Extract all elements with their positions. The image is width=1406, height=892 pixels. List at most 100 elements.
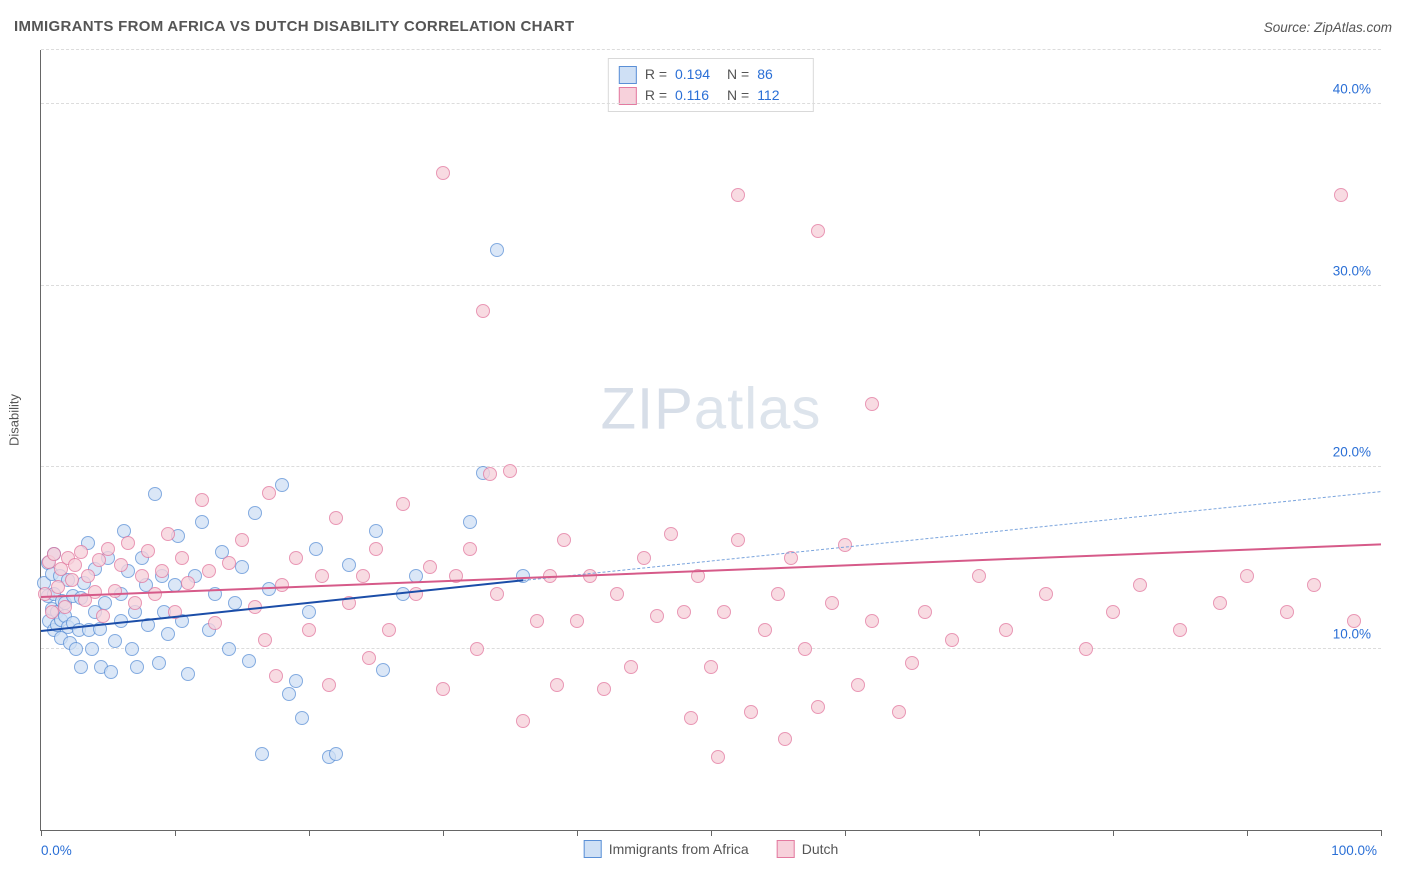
scatter-plot: ZIPatlas R =0.194N =86R =0.116N =112 Imm…: [40, 50, 1381, 831]
data-point: [195, 515, 209, 529]
data-point: [624, 660, 638, 674]
data-point: [302, 623, 316, 637]
data-point: [476, 304, 490, 318]
data-point: [1213, 596, 1227, 610]
data-point: [811, 224, 825, 238]
data-point: [1106, 605, 1120, 619]
y-tick-label: 30.0%: [1333, 263, 1371, 278]
data-point: [865, 397, 879, 411]
data-point: [865, 614, 879, 628]
data-point: [181, 576, 195, 590]
data-point: [255, 747, 269, 761]
data-point: [329, 747, 343, 761]
legend-swatch: [619, 87, 637, 105]
data-point: [74, 660, 88, 674]
legend-swatch: [619, 66, 637, 84]
data-point: [597, 682, 611, 696]
data-point: [175, 551, 189, 565]
chart-title: IMMIGRANTS FROM AFRICA VS DUTCH DISABILI…: [14, 18, 574, 35]
data-point: [470, 642, 484, 656]
legend-label: Dutch: [802, 841, 839, 857]
data-point: [490, 587, 504, 601]
data-point: [771, 587, 785, 601]
data-point: [130, 660, 144, 674]
data-point: [295, 711, 309, 725]
gridline: [41, 49, 1381, 50]
y-tick-label: 40.0%: [1333, 82, 1371, 97]
data-point: [811, 700, 825, 714]
data-point: [104, 665, 118, 679]
gridline: [41, 648, 1381, 649]
data-point: [436, 682, 450, 696]
data-point: [945, 633, 959, 647]
watermark-prefix: ZIP: [601, 376, 694, 441]
x-tick: [1113, 830, 1114, 836]
data-point: [825, 596, 839, 610]
data-point: [664, 527, 678, 541]
data-point: [148, 587, 162, 601]
data-point: [637, 551, 651, 565]
stat-r-value: 0.194: [675, 64, 719, 85]
data-point: [222, 642, 236, 656]
data-point: [362, 651, 376, 665]
data-point: [248, 506, 262, 520]
data-point: [490, 243, 504, 257]
data-point: [47, 547, 61, 561]
data-point: [81, 569, 95, 583]
data-point: [322, 678, 336, 692]
data-point: [972, 569, 986, 583]
data-point: [269, 669, 283, 683]
data-point: [58, 600, 72, 614]
data-point: [289, 674, 303, 688]
data-point: [892, 705, 906, 719]
data-point: [96, 609, 110, 623]
x-tick: [711, 830, 712, 836]
data-point: [161, 527, 175, 541]
data-point: [1039, 587, 1053, 601]
data-point: [222, 556, 236, 570]
data-point: [258, 633, 272, 647]
data-point: [85, 642, 99, 656]
data-point: [101, 542, 115, 556]
data-point: [550, 678, 564, 692]
data-point: [436, 166, 450, 180]
data-point: [1280, 605, 1294, 619]
data-point: [798, 642, 812, 656]
gridline: [41, 466, 1381, 467]
data-point: [650, 609, 664, 623]
data-point: [1347, 614, 1361, 628]
x-tick: [41, 830, 42, 836]
data-point: [152, 656, 166, 670]
y-tick-label: 20.0%: [1333, 445, 1371, 460]
data-point: [1240, 569, 1254, 583]
legend-item: Immigrants from Africa: [584, 840, 749, 858]
data-point: [148, 487, 162, 501]
data-point: [161, 627, 175, 641]
data-point: [155, 564, 169, 578]
legend-label: Immigrants from Africa: [609, 841, 749, 857]
data-point: [68, 558, 82, 572]
data-point: [309, 542, 323, 556]
data-point: [108, 634, 122, 648]
data-point: [275, 478, 289, 492]
data-point: [711, 750, 725, 764]
x-tick: [175, 830, 176, 836]
data-point: [208, 616, 222, 630]
data-point: [125, 642, 139, 656]
x-tick-label: 100.0%: [1331, 843, 1377, 858]
data-point: [570, 614, 584, 628]
data-point: [141, 544, 155, 558]
data-point: [38, 587, 52, 601]
data-point: [503, 464, 517, 478]
data-point: [65, 573, 79, 587]
data-point: [483, 467, 497, 481]
data-point: [302, 605, 316, 619]
data-point: [262, 486, 276, 500]
data-point: [369, 524, 383, 538]
data-point: [1334, 188, 1348, 202]
data-point: [202, 564, 216, 578]
data-point: [282, 687, 296, 701]
gridline: [41, 285, 1381, 286]
data-point: [382, 623, 396, 637]
data-point: [396, 497, 410, 511]
